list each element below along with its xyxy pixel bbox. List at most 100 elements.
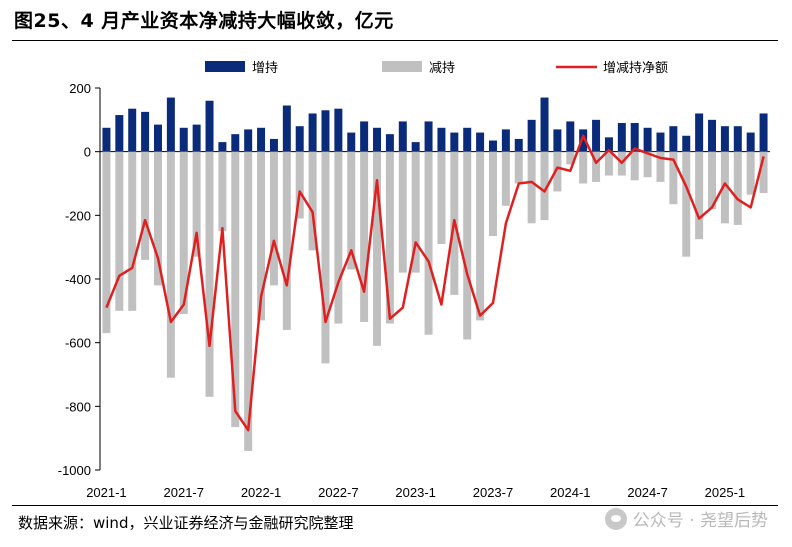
bar-decrease bbox=[733, 151, 742, 225]
bar-decrease bbox=[566, 151, 575, 165]
bar-decrease bbox=[553, 151, 562, 192]
bar-increase bbox=[360, 121, 369, 152]
bar-decrease bbox=[476, 151, 485, 321]
x-tick-label: 2023-7 bbox=[473, 485, 513, 500]
bar-increase bbox=[205, 100, 214, 152]
bar-decrease bbox=[295, 151, 304, 219]
bar-increase bbox=[411, 142, 420, 152]
bar-increase bbox=[166, 97, 175, 152]
x-tick-label: 2024-1 bbox=[550, 485, 590, 500]
y-tick-label: -1000 bbox=[58, 463, 91, 478]
bar-decrease bbox=[102, 151, 111, 334]
bar-increase bbox=[450, 132, 459, 152]
bar-increase bbox=[604, 137, 613, 152]
bar-decrease bbox=[321, 151, 330, 364]
bar-decrease bbox=[347, 151, 356, 270]
bar-increase bbox=[643, 127, 652, 152]
bar-decrease bbox=[437, 151, 446, 244]
bar-decrease bbox=[592, 151, 601, 182]
bar-decrease bbox=[385, 151, 394, 324]
legend-label-decrease: 减持 bbox=[429, 61, 455, 76]
bar-decrease bbox=[282, 151, 291, 330]
bar-increase bbox=[476, 132, 485, 152]
bar-decrease bbox=[308, 151, 317, 251]
bar-increase bbox=[695, 113, 704, 152]
bar-increase bbox=[527, 119, 536, 152]
bar-decrease bbox=[192, 151, 201, 257]
bar-increase bbox=[540, 97, 549, 152]
bar-decrease bbox=[514, 151, 523, 184]
y-tick-label: -400 bbox=[65, 272, 91, 287]
bar-increase bbox=[746, 132, 755, 152]
bar-increase bbox=[733, 126, 742, 152]
x-tick-label: 2022-1 bbox=[241, 485, 281, 500]
bar-decrease bbox=[373, 151, 382, 346]
bar-increase bbox=[592, 119, 601, 152]
bar-decrease bbox=[501, 151, 510, 206]
bar-increase bbox=[553, 129, 562, 152]
bar-decrease bbox=[630, 151, 639, 181]
bar-increase bbox=[669, 126, 678, 152]
legend-swatch-decrease bbox=[382, 61, 422, 72]
bar-decrease bbox=[708, 151, 717, 209]
bar-decrease bbox=[759, 151, 768, 194]
legend-label-net: 增减持净额 bbox=[603, 61, 668, 76]
bar-decrease bbox=[669, 151, 678, 205]
y-tick-label: 0 bbox=[84, 145, 91, 160]
bar-decrease bbox=[218, 151, 227, 232]
bar-increase bbox=[179, 127, 188, 152]
wechat-icon bbox=[604, 507, 627, 530]
net-line bbox=[105, 134, 765, 432]
bar-increase bbox=[579, 129, 588, 152]
bar-decrease bbox=[398, 151, 407, 273]
bar-increase bbox=[141, 111, 150, 152]
y-tick-label: 200 bbox=[69, 81, 91, 96]
bar-decrease bbox=[141, 151, 150, 260]
bar-decrease bbox=[166, 151, 175, 378]
bar-increase bbox=[244, 129, 253, 152]
bar-decrease bbox=[488, 151, 497, 237]
bar-decrease bbox=[244, 151, 253, 451]
bar-increase bbox=[269, 138, 278, 152]
legend: 增持 减持 增减持净额 bbox=[205, 61, 668, 76]
bar-increase bbox=[682, 135, 691, 152]
chart-title: 图25、4 月产业资本净减持大幅收敛，亿元 bbox=[14, 10, 394, 32]
bar-decrease bbox=[360, 151, 369, 322]
bar-decrease bbox=[695, 151, 704, 240]
legend-label-increase: 增持 bbox=[252, 61, 278, 76]
bar-decrease bbox=[604, 151, 613, 176]
y-tick-label: -600 bbox=[65, 336, 91, 351]
footer-divider bbox=[12, 505, 778, 506]
bar-increase bbox=[321, 110, 330, 152]
x-tick-label: 2021-7 bbox=[164, 485, 204, 500]
bar-increase bbox=[398, 121, 407, 152]
legend-swatch-increase bbox=[205, 61, 245, 72]
series-line-net bbox=[105, 134, 765, 432]
bar-increase bbox=[282, 105, 291, 152]
bar-increase bbox=[617, 123, 626, 152]
source-note: 数据来源：wind，兴业证券经济与金融研究院整理 bbox=[18, 514, 354, 532]
bar-increase bbox=[759, 113, 768, 152]
bars-decrease bbox=[102, 151, 768, 451]
bar-increase bbox=[153, 124, 162, 152]
bar-decrease bbox=[257, 151, 266, 321]
bar-increase bbox=[514, 138, 523, 152]
bar-decrease bbox=[656, 151, 665, 182]
x-tick-label: 2024-7 bbox=[627, 485, 667, 500]
bar-increase bbox=[708, 119, 717, 152]
y-tick-label: -800 bbox=[65, 399, 91, 414]
bar-increase bbox=[295, 126, 304, 152]
bar-decrease bbox=[269, 151, 278, 286]
bar-increase bbox=[488, 140, 497, 152]
watermark: 公众号 · 尧望后势 bbox=[604, 506, 768, 531]
bar-increase bbox=[424, 121, 433, 152]
bar-increase bbox=[656, 132, 665, 152]
y-axis: 200 0 -200 -400 -600 -800 -1000 bbox=[58, 81, 101, 478]
bar-increase bbox=[257, 127, 266, 152]
bar-increase bbox=[218, 142, 227, 152]
bar-increase bbox=[720, 126, 729, 152]
bar-increase bbox=[192, 124, 201, 152]
bar-decrease bbox=[527, 151, 536, 224]
bar-increase bbox=[463, 127, 472, 152]
x-tick-label: 2021-1 bbox=[86, 485, 126, 500]
